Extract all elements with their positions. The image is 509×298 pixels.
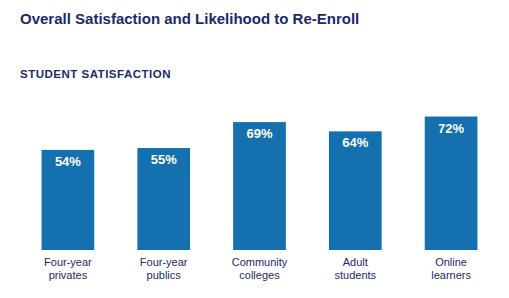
bar: [425, 117, 478, 250]
x-tick-label: Four-yearprivates: [44, 256, 92, 281]
x-tick-label: Four-yearpublics: [140, 256, 188, 281]
bar: [233, 122, 286, 250]
x-axis: Four-yearprivates Four-yearpublics Communi…: [44, 256, 471, 281]
bar: [329, 131, 382, 250]
data-labels: 54% 55% 69% 64% 72%: [55, 121, 465, 169]
x-tick-label: Onlinelearners: [431, 256, 471, 281]
chart: Overall Satisfaction and Likelihood to R…: [0, 0, 509, 298]
bar: [42, 150, 95, 250]
data-label: 72%: [438, 121, 464, 136]
x-tick-label: Adultstudents: [335, 256, 377, 281]
bar: [137, 148, 190, 250]
subtitle: STUDENT SATISFACTION: [20, 68, 171, 80]
data-label: 54%: [55, 154, 81, 169]
data-label: 64%: [342, 135, 368, 150]
x-tick-label: Communitycolleges: [232, 256, 288, 281]
bars: [42, 117, 478, 250]
data-label: 55%: [151, 152, 177, 167]
title: Overall Satisfaction and Likelihood to R…: [20, 10, 359, 27]
data-label: 69%: [246, 126, 272, 141]
